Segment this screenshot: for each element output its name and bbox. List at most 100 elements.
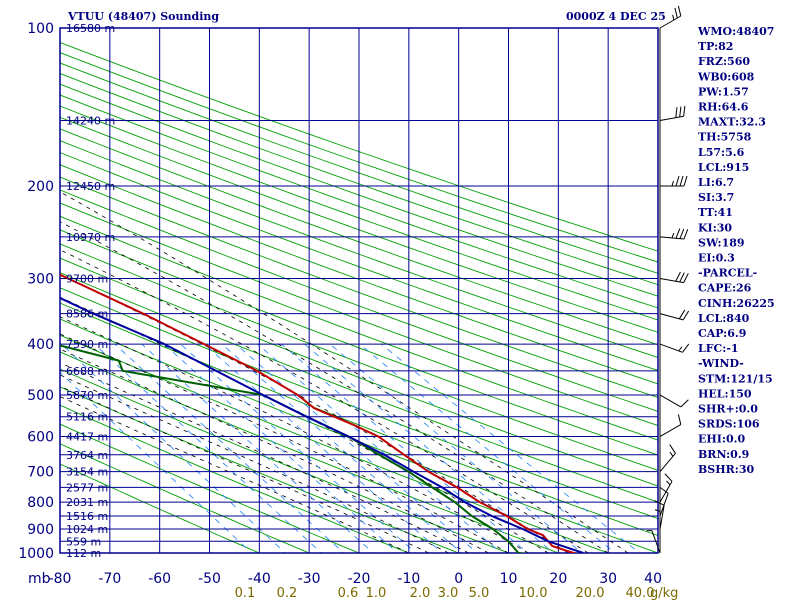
stability-index: STM:121/15 <box>698 372 773 385</box>
mixing-ratio-label: 5.0 <box>469 586 490 600</box>
wind-barb-half <box>669 451 674 457</box>
moist-adiabat <box>60 374 449 553</box>
stability-index: WB0:608 <box>697 70 755 83</box>
wind-barb-half <box>654 509 661 512</box>
temperature-tick-label: -20 <box>348 571 371 587</box>
stability-index: LCL:840 <box>698 312 750 325</box>
height-label: 16580 m <box>66 22 115 35</box>
dry-adiabat <box>60 443 311 553</box>
stability-index: BSHR:30 <box>698 463 754 476</box>
mixing-ratio-line <box>114 343 345 553</box>
mixing-ratio-line <box>359 343 616 553</box>
pressure-tick-label: 700 <box>27 465 54 481</box>
dry-adiabat <box>60 52 658 263</box>
temperature-tick-label: 40 <box>644 571 662 587</box>
height-label: 14240 m <box>66 114 115 127</box>
stability-index: MAXT:32.3 <box>698 116 766 129</box>
height-label: 5870 m <box>66 389 108 402</box>
wind-barb-flag <box>683 175 688 187</box>
dry-adiabat <box>60 116 658 333</box>
wind-barb-flag <box>674 7 678 19</box>
height-label: 5116 m <box>66 411 108 424</box>
dry-adiabat <box>60 386 460 553</box>
stability-index: -WIND- <box>698 357 744 370</box>
dry-adiabat <box>60 287 658 520</box>
height-label: 3154 m <box>66 466 108 479</box>
stability-index: CINH:26225 <box>698 297 775 310</box>
stability-index: SRDS:106 <box>698 418 760 431</box>
wind-barb-half <box>671 232 675 239</box>
temperature-tick-label: 20 <box>549 571 567 587</box>
wind-barb-shaft <box>659 394 682 408</box>
temperature-tick-label: -70 <box>98 571 121 587</box>
wind-barb-flag <box>675 175 680 187</box>
stability-index: TT:41 <box>698 206 733 219</box>
wind-barb-shaft <box>651 530 661 554</box>
dry-adiabat <box>60 368 510 553</box>
temperature-tick-label: 0 <box>454 571 463 587</box>
pressure-tick-label: 300 <box>27 271 54 287</box>
mixing-ratio-label: 0.2 <box>277 586 298 600</box>
wind-barb-flag <box>677 414 682 425</box>
stability-index: BRN:0.9 <box>698 448 749 461</box>
stability-index: SI:3.7 <box>698 191 734 204</box>
height-label: 3764 m <box>66 449 108 462</box>
mixing-ratio-label: 0.1 <box>235 586 256 600</box>
pressure-tick-label: 800 <box>27 495 54 511</box>
wind-barb-flag <box>675 271 681 282</box>
dewpoint-trace <box>60 344 528 553</box>
wind-barb-flag <box>679 272 685 283</box>
mixing-ratio-label: 1.0 <box>366 586 387 600</box>
dry-adiabat <box>60 423 361 553</box>
stability-index: RH:64.6 <box>698 101 749 114</box>
parcel-trace <box>60 296 584 553</box>
height-label: 7590 m <box>66 338 108 351</box>
valid-time: 0000Z 4 DEC 25 <box>566 10 666 23</box>
height-label: 112 m <box>66 547 101 560</box>
wind-barb-shaft <box>659 493 669 517</box>
mixing-ratio-label: 3.0 <box>438 586 459 600</box>
mixing-ratio-line <box>204 343 443 553</box>
temperature-tick-label: -40 <box>248 571 271 587</box>
temperature-tick-label: -80 <box>49 571 72 587</box>
mixing-ratio-label: 10.0 <box>519 586 548 600</box>
wind-barb-shaft <box>659 505 665 530</box>
dry-adiabat <box>60 94 658 309</box>
pressure-unit-label: mb <box>28 571 51 587</box>
mixing-ratio-line <box>180 343 417 553</box>
temperature-tick-label: -50 <box>198 571 221 587</box>
wind-barb-flag <box>659 486 669 494</box>
temperature-tick-label: -60 <box>148 571 171 587</box>
stability-index: EHI:0.0 <box>698 433 745 446</box>
mixing-ratio-label: 40.0 <box>626 586 655 600</box>
temperature-tick-label: 30 <box>599 571 617 587</box>
wind-barb-half <box>672 14 675 21</box>
stability-indices: WMO:48407 TP:82 FRZ:560 WB0:608 PW:1.57 RH:64… <box>697 25 775 476</box>
stability-index: TP:82 <box>698 40 733 53</box>
wind-barb-flag <box>675 107 678 118</box>
wind-barb-flag <box>675 228 681 239</box>
dry-adiabat <box>60 42 658 252</box>
height-label: 559 m <box>66 535 101 548</box>
dry-adiabat <box>60 140 658 359</box>
mixing-ratio-lines <box>60 343 641 553</box>
mixing-ratio-line <box>281 343 529 553</box>
wind-profile <box>646 5 690 554</box>
mixing-ratio-line <box>163 343 399 553</box>
dry-adiabats <box>60 42 658 553</box>
mixing-ratio-line <box>61 343 286 553</box>
height-label: 2031 m <box>66 496 108 509</box>
dry-adiabat <box>60 272 658 503</box>
temperature-trace <box>60 273 578 553</box>
wind-barb-flag <box>683 273 689 283</box>
stability-index: LCL:915 <box>698 161 749 174</box>
dry-adiabat <box>60 215 658 441</box>
dry-adiabat <box>60 176 658 398</box>
mixing-ratio-line <box>304 343 555 553</box>
wind-barb-flag <box>679 175 684 187</box>
dry-adiabat <box>60 202 658 427</box>
height-label: 10970 m <box>66 231 115 244</box>
dry-adiabat <box>60 62 658 274</box>
mixing-ratio-line <box>257 343 502 553</box>
